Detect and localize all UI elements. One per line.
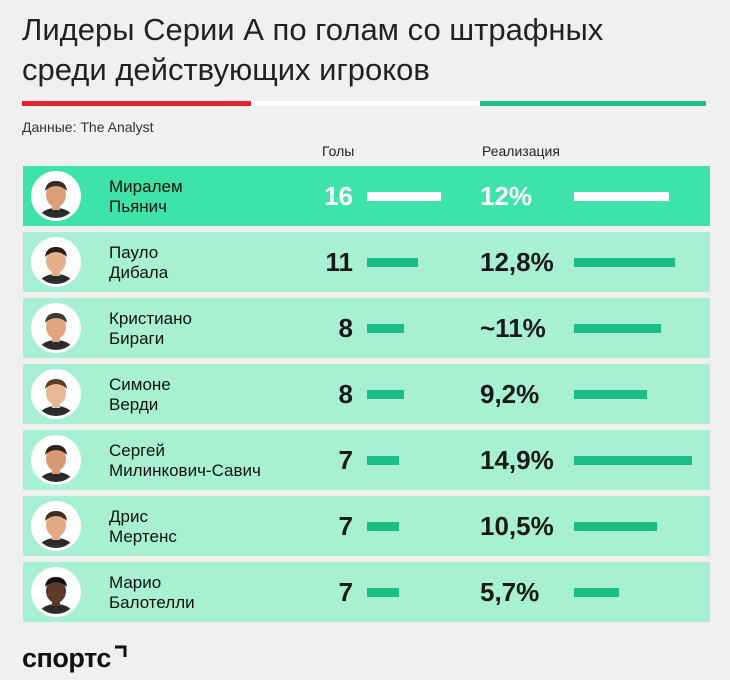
player-photo-icon [34,306,78,350]
player-last-name: Балотелли [109,593,195,612]
goals-value: 16 [324,181,353,211]
player-last-name: Дибала [109,263,169,282]
table-row: Кристиано Бираги 8 ~11% [23,298,710,358]
column-header-goals: Голы [322,143,355,159]
player-last-name: Милинкович-Савич [109,461,261,480]
goals-value: 11 [325,247,354,277]
stripe-white [251,101,480,106]
player-last-name: Пьянич [109,197,168,216]
realization-value: 5,7% [480,577,540,607]
realization-bar [574,522,657,531]
stripe-green [480,101,706,106]
table-row: Симоне Верди 8 9,2% [23,364,710,424]
goals-value: 8 [338,313,353,343]
goals-bar [367,456,399,465]
table-row: Дрис Мертенс 7 10,5% [23,496,710,556]
table-row: Миралем Пьянич 16 12% [23,166,710,226]
player-photo-icon [34,240,78,284]
realization-value: ~11% [480,313,546,343]
player-first-name: Кристиано [109,309,192,328]
player-name: Дрис Мертенс [109,507,177,547]
goals-bar [367,522,399,531]
player-first-name: Дрис [109,507,148,526]
goals-value: 7 [338,577,353,607]
goals-value: 8 [338,379,353,409]
stripe-red [22,101,251,106]
goals-value: 7 [338,511,353,541]
realization-bar [574,324,661,333]
player-name: Кристиано Бираги [109,309,192,349]
player-first-name: Симоне [109,375,171,394]
realization-bar [574,456,692,465]
realization-value: 12,8% [480,247,554,277]
table-row: Сергей Милинкович-Савич 7 14,9% [23,430,710,490]
logo-mark-icon [114,645,127,657]
player-first-name: Миралем [109,177,183,196]
player-photo-icon [34,570,78,614]
realization-value: 10,5% [480,511,554,541]
player-photo-icon [34,438,78,482]
player-first-name: Пауло [109,243,159,262]
realization-bar [574,192,669,201]
player-avatar [31,501,81,551]
logo-text: спортс [22,643,111,673]
sports-logo: спортс [22,643,127,674]
realization-bar [574,390,647,399]
player-photo-icon [34,504,78,548]
realization-value: 9,2% [480,379,540,409]
player-first-name: Марио [109,573,162,592]
player-name: Миралем Пьянич [109,177,183,217]
goals-bar [367,192,441,201]
table-row: Пауло Дибала 11 12,8% [23,232,710,292]
player-last-name: Верди [109,395,159,414]
goals-bar [367,258,418,267]
player-table: Миралем Пьянич 16 12% Пауло Дибала 11 12,8% Крис… [23,166,710,628]
player-avatar [31,237,81,287]
table-row: Марио Балотелли 7 5,7% [23,562,710,622]
player-photo-icon [34,174,78,218]
player-name: Марио Балотелли [109,573,195,613]
player-avatar [31,171,81,221]
realization-bar [574,588,619,597]
chart-title: Лидеры Серии А по голам со штрафных сред… [22,10,712,90]
data-source: Данные: The Analyst [22,119,154,135]
realization-value: 12% [480,181,533,211]
player-avatar [31,369,81,419]
player-last-name: Мертенс [109,527,177,546]
goals-bar [367,390,404,399]
player-photo-icon [34,372,78,416]
goals-bar [367,588,399,597]
goals-bar [367,324,404,333]
player-avatar [31,303,81,353]
player-last-name: Бираги [109,329,165,348]
player-avatar [31,567,81,617]
title-line-2: среди действующих игроков [22,52,430,87]
player-first-name: Сергей [109,441,165,460]
player-name: Симоне Верди [109,375,171,415]
realization-value: 14,9% [480,445,554,475]
realization-bar [574,258,675,267]
goals-value: 7 [338,445,353,475]
column-header-realization: Реализация [482,143,560,159]
title-line-1: Лидеры Серии А по голам со штрафных [22,12,604,47]
player-name: Пауло Дибала [109,243,168,283]
player-name: Сергей Милинкович-Савич [109,441,261,481]
player-avatar [31,435,81,485]
